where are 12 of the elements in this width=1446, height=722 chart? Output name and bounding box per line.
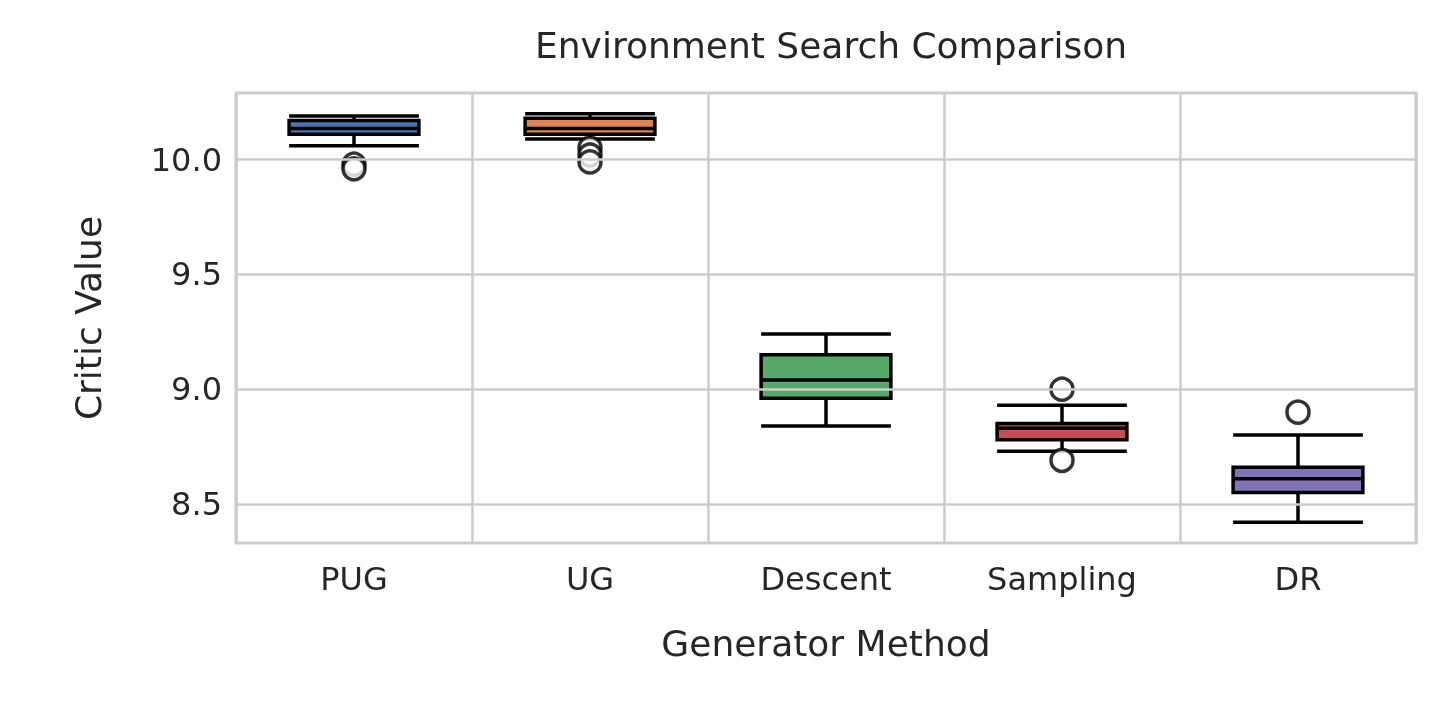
y-tick-label: 8.5: [171, 484, 222, 523]
x-tick-label: Descent: [760, 560, 892, 598]
y-tick-label: 9.0: [171, 370, 222, 409]
x-tick-label: Sampling: [987, 560, 1137, 598]
x-tick-label: UG: [565, 560, 615, 598]
x-tick-label: DR: [1274, 560, 1322, 598]
y-axis-title: Critic Value: [67, 215, 109, 421]
x-axis-title: Generator Method: [661, 622, 991, 664]
y-tick-label: 9.5: [171, 255, 222, 294]
x-tick-label: PUG: [320, 560, 388, 598]
y-tick-label: 10.0: [150, 140, 222, 179]
chart-title: Environment Search Comparison: [535, 24, 1127, 66]
